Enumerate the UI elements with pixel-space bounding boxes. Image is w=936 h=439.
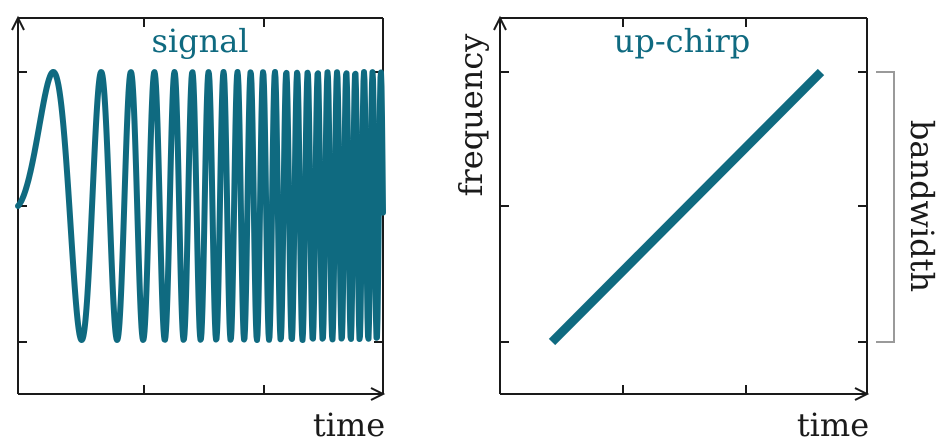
chirp-x-arrowhead <box>854 387 870 401</box>
chirp-y-axis-label: frequency <box>452 34 490 197</box>
chirp-title: up-chirp <box>614 22 750 60</box>
signal-x-arrowhead <box>370 387 386 401</box>
signal-title: signal <box>151 22 248 60</box>
bandwidth-label: bandwidth <box>903 120 936 292</box>
bandwidth-bracket <box>876 71 895 343</box>
chirp-x-axis-label: time <box>797 406 869 439</box>
chirp-ticks <box>500 18 867 394</box>
signal-panel: signal time <box>11 15 386 439</box>
signal-chirp-waveform <box>15 69 386 343</box>
signal-y-arrowhead <box>11 15 25 31</box>
up-chirp-panel: up-chirp time frequency bandwidth <box>452 15 936 439</box>
signal-x-axis-label: time <box>313 406 385 439</box>
chirp-frequency-line <box>548 68 825 346</box>
chirp-y-arrowhead <box>493 15 507 31</box>
